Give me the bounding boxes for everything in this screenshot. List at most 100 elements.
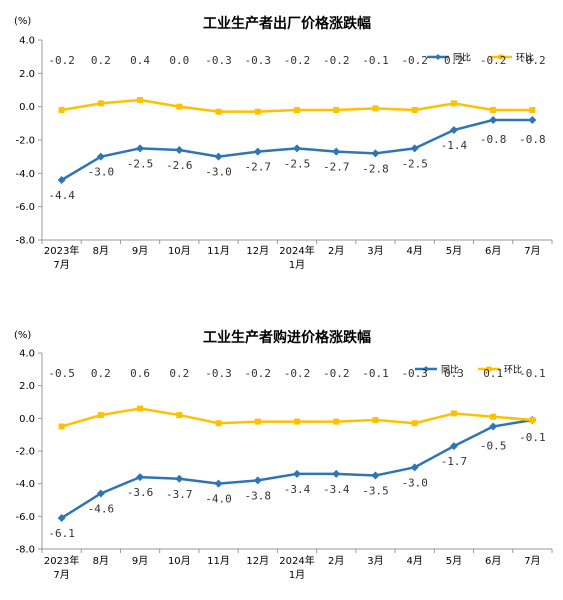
- data-point: [490, 107, 497, 113]
- data-label: 0.2: [91, 54, 111, 67]
- data-point: [332, 469, 341, 478]
- data-point: [137, 97, 144, 103]
- data-point: [411, 107, 418, 113]
- data-point: [333, 418, 340, 425]
- legend-label: 同比: [441, 364, 459, 376]
- x-tick-label: 7月: [524, 245, 540, 257]
- y-tick-label: 2.0: [19, 69, 35, 80]
- data-point: [489, 116, 498, 124]
- data-point: [253, 147, 262, 156]
- x-tick-label: 6月: [485, 245, 501, 257]
- data-label: -4.0: [205, 493, 232, 506]
- y-tick-label: 0.0: [19, 102, 35, 113]
- data-point: [254, 418, 261, 425]
- data-label: 0.4: [130, 54, 150, 67]
- data-label: -2.5: [127, 157, 154, 170]
- data-label: -3.4: [284, 483, 311, 496]
- x-tick-label: 8月: [93, 245, 109, 257]
- data-point: [57, 513, 66, 522]
- data-label: -4.4: [48, 189, 75, 202]
- x-tick-label: 9月: [132, 245, 148, 257]
- data-point: [333, 107, 340, 113]
- x-tick-label: 7月: [53, 259, 69, 271]
- data-label: -3.6: [127, 486, 154, 499]
- data-point: [529, 107, 536, 113]
- data-point: [371, 471, 380, 480]
- data-label: -0.2: [284, 54, 311, 67]
- data-point: [293, 469, 301, 478]
- data-label: -2.5: [401, 157, 428, 170]
- x-tick-label: 8月: [93, 555, 109, 567]
- data-label: -4.6: [88, 502, 115, 515]
- data-point: [136, 473, 145, 482]
- data-label: -0.2: [245, 367, 272, 380]
- x-tick-label: 10月: [168, 555, 191, 567]
- x-tick-label: 4月: [407, 555, 423, 567]
- data-label: -3.0: [88, 166, 115, 179]
- data-label: -2.8: [362, 162, 389, 175]
- data-point: [58, 107, 65, 113]
- data-label: -0.3: [205, 54, 232, 67]
- data-label: -0.3: [245, 54, 272, 67]
- legend-label: 环比: [516, 52, 534, 64]
- data-point: [529, 416, 536, 423]
- x-tick-label: 10月: [168, 245, 191, 257]
- y-tick-label: -2.0: [15, 447, 35, 458]
- y-tick-label: -8.0: [15, 545, 35, 556]
- data-label: -0.2: [519, 54, 546, 67]
- data-label: -0.1: [519, 367, 546, 380]
- data-point: [176, 412, 183, 419]
- y-tick-label: 4.0: [19, 36, 35, 47]
- y-axis-unit: (%): [14, 330, 31, 341]
- data-label: -0.2: [48, 54, 75, 67]
- data-label: 0.2: [444, 54, 464, 67]
- data-point: [214, 152, 223, 161]
- data-label: -0.8: [519, 133, 546, 146]
- data-label: -3.0: [401, 476, 428, 489]
- data-point: [450, 410, 457, 417]
- legend-marker: [423, 366, 429, 372]
- data-point: [372, 105, 379, 112]
- data-label: -1.7: [441, 455, 468, 468]
- x-tick-label: 9月: [132, 555, 148, 567]
- chart-output-price: 工业生产者出厂价格涨跌幅 (%) 4.0 2.0 0.0 -2.0 -4.0 -6.0 -8.0…: [14, 15, 553, 271]
- chart-input-price: 工业生产者购进价格涨跌幅 (%) 4.0 2.0 0.0 -2.0 -4.0 -6.0 -8.0…: [14, 329, 553, 581]
- data-label: -6.1: [48, 527, 75, 540]
- data-point: [489, 422, 498, 431]
- data-point: [410, 144, 419, 153]
- data-point: [175, 146, 184, 154]
- x-tick-label: 11月: [207, 555, 230, 567]
- y-tick-label: 4.0: [19, 349, 35, 360]
- data-point: [97, 100, 104, 107]
- data-point: [371, 149, 380, 158]
- y-tick-label: -6.0: [15, 512, 35, 523]
- x-tick-label: 7月: [53, 569, 69, 581]
- data-point: [57, 176, 66, 184]
- data-label: -0.3: [205, 367, 232, 380]
- y-tick-label: -8.0: [15, 236, 35, 247]
- data-point: [449, 126, 458, 134]
- x-tick-label: 6月: [485, 555, 501, 567]
- data-label: 0.0: [169, 54, 189, 67]
- data-label: -0.3: [401, 367, 428, 380]
- data-point: [294, 418, 300, 425]
- chart-title: 工业生产者购进价格涨跌幅: [203, 329, 371, 346]
- series-line: [60, 418, 533, 520]
- legend-marker: [486, 366, 492, 372]
- legend-label: 环比: [504, 364, 522, 376]
- data-point: [96, 489, 105, 498]
- data-point: [294, 107, 300, 113]
- x-tick-label: 2024年: [279, 554, 314, 567]
- data-label: -3.0: [205, 166, 232, 179]
- data-point: [293, 144, 301, 153]
- data-label: -2.6: [166, 159, 193, 172]
- data-label: -0.2: [323, 367, 350, 380]
- data-point: [254, 108, 261, 115]
- x-tick-label: 12月: [246, 245, 269, 257]
- x-tick-label: 5月: [446, 245, 462, 257]
- x-tick-label: 3月: [367, 555, 383, 567]
- y-axis-unit: (%): [14, 16, 31, 27]
- y-tick-label: 0.0: [19, 414, 35, 425]
- data-point: [372, 416, 379, 423]
